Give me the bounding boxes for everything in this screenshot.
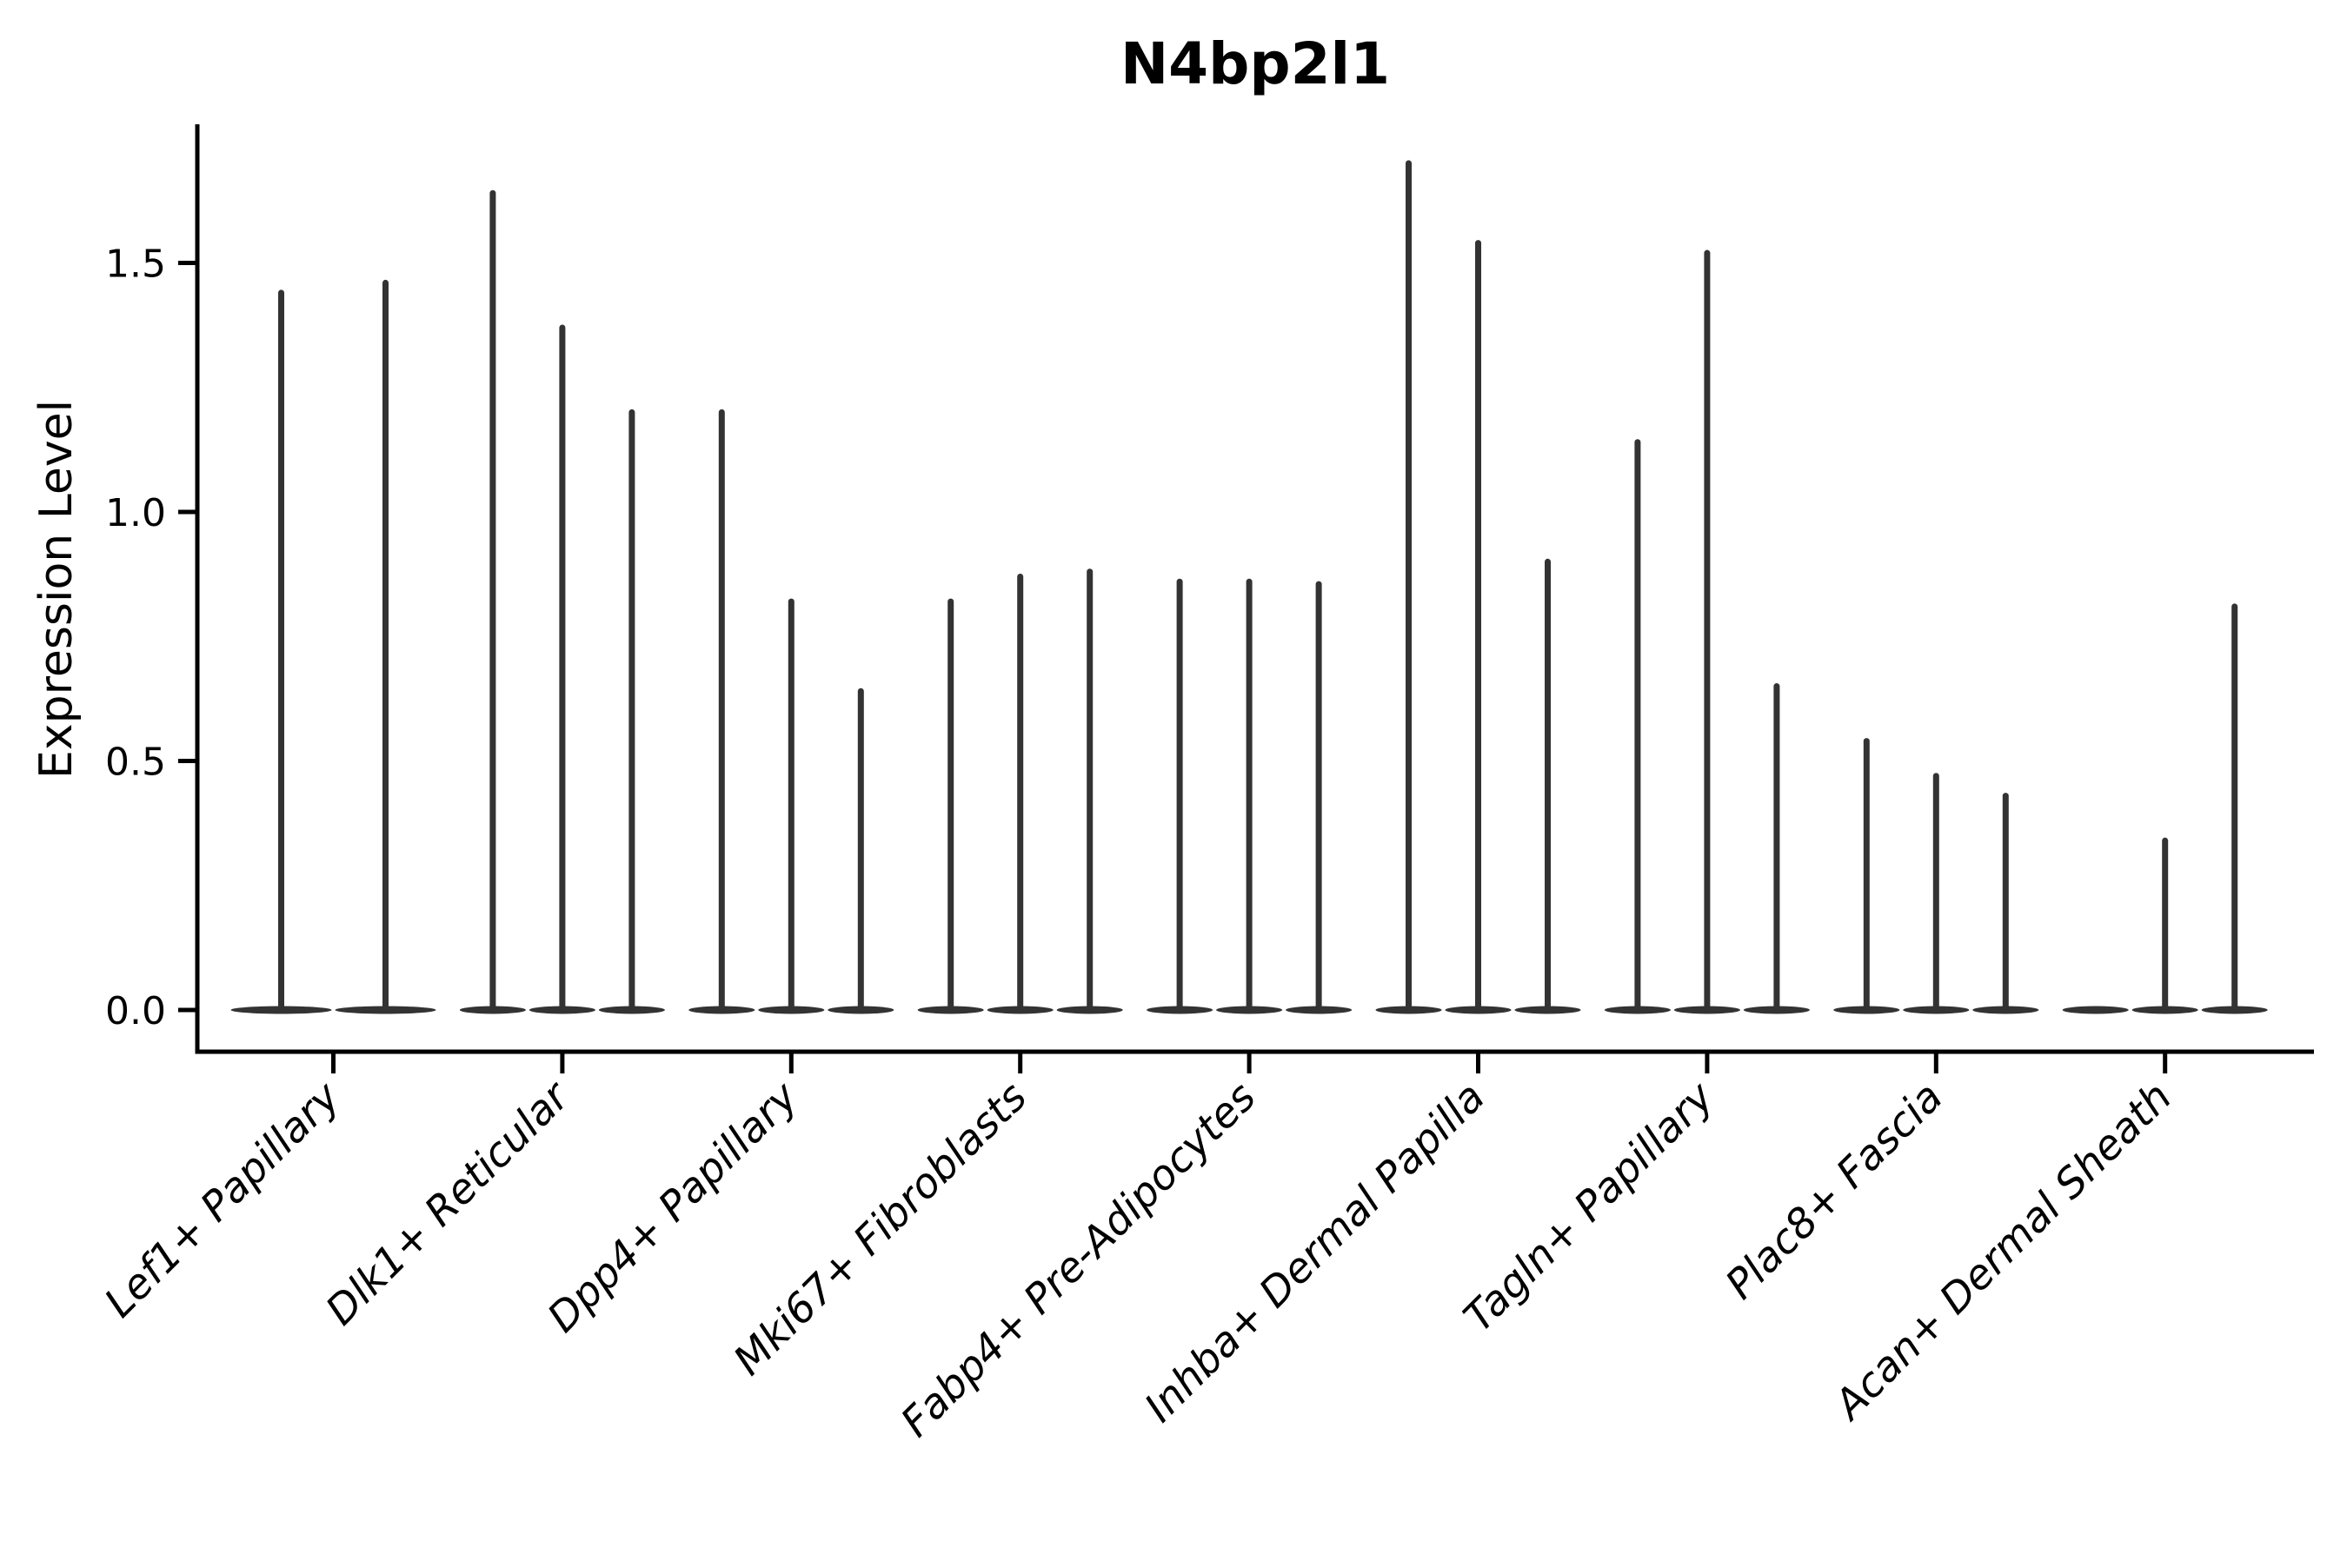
x-tick-label: Dlk1+ Reticular: [316, 1072, 580, 1335]
x-tick-label: Dpp4+ Papillary: [539, 1073, 808, 1342]
chart-title: N4bp2l1: [1120, 30, 1390, 97]
y-tick-label: 0.5: [105, 741, 166, 785]
x-tick-label: Plac8+ Fascia: [1717, 1073, 1952, 1309]
y-tick-label: 0.0: [105, 989, 166, 1033]
x-tick-label: Tagln+ Papillary: [1455, 1073, 1725, 1342]
x-tick-label: Lef1+ Papillary: [96, 1073, 350, 1327]
y-tick-label: 1.5: [105, 243, 166, 287]
violin-body: [2062, 1006, 2129, 1014]
y-axis-label: Expression Level: [30, 400, 83, 779]
y-tick-label: 1.0: [105, 491, 166, 535]
violin-layer: [230, 160, 2268, 1014]
